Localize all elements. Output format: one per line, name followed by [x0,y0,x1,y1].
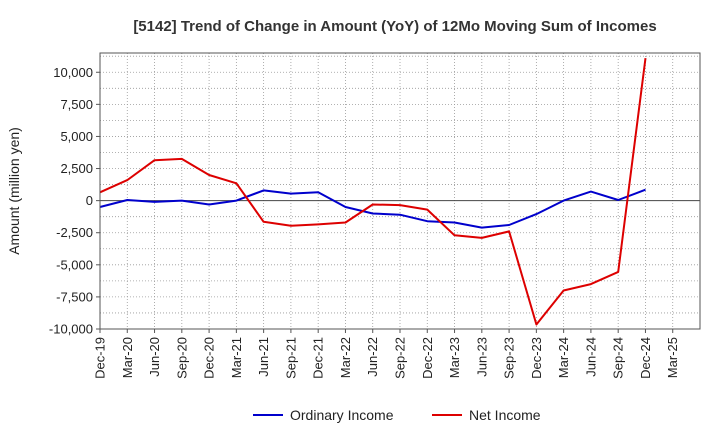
x-tick-label: Sep-22 [393,337,408,379]
series-lines [99,57,647,326]
y-tick-label: -10,000 [49,322,93,337]
x-tick-label: Dec-19 [93,337,108,379]
grid [100,53,700,329]
x-tick-label: Sep-23 [502,337,517,379]
x-tick-label: Dec-23 [529,337,544,379]
y-tick-label: 10,000 [53,65,93,80]
chart-title: [5142] Trend of Change in Amount (YoY) o… [133,18,656,35]
y-tick-label: -5,000 [56,257,93,272]
y-axis: 10,000 7,500 5,000 2,500 0 -2,500 -5,000 -7,500… [49,65,100,337]
y-tick-label: 5,000 [60,129,93,144]
x-tick-label: Mar-23 [447,337,462,378]
y-axis-label: Amount (million yen) [6,127,22,255]
x-tick-label: Dec-20 [202,337,217,379]
x-tick-label: Sep-24 [611,337,626,379]
x-tick-label: Dec-24 [638,337,653,379]
x-tick-label: Jun-20 [147,337,162,377]
x-tick-label: Jun-22 [365,337,380,377]
x-tick-label: Jun-21 [256,337,271,377]
y-tick-label: 2,500 [60,161,93,176]
y-tick-label: 0 [86,193,93,208]
x-tick-label: Jun-23 [474,337,489,377]
series-line-ordinary-income [99,188,646,229]
x-tick-label: Mar-21 [229,337,244,378]
x-tick-label: Mar-25 [665,337,680,378]
series-line-net-income [99,57,647,326]
x-tick-label: Dec-21 [311,337,326,379]
legend-label-net-income: Net Income [469,407,541,423]
legend-label-ordinary-income: Ordinary Income [290,407,394,423]
x-tick-label: Jun-24 [583,337,598,377]
x-tick-label: Sep-21 [283,337,298,379]
x-tick-label: Sep-20 [174,337,189,379]
y-tick-label: 7,500 [60,97,93,112]
x-tick-label: Mar-20 [120,337,135,378]
x-tick-label: Mar-22 [338,337,353,378]
x-tick-label: Dec-22 [420,337,435,379]
x-axis: Dec-19 Mar-20 Jun-20 Sep-20 Dec-20 Mar-21 Jun-… [93,329,680,379]
y-tick-label: -7,500 [56,289,93,304]
y-tick-label: -2,500 [56,225,93,240]
legend: Ordinary Income Net Income [253,407,541,423]
x-tick-label: Mar-24 [556,337,571,378]
